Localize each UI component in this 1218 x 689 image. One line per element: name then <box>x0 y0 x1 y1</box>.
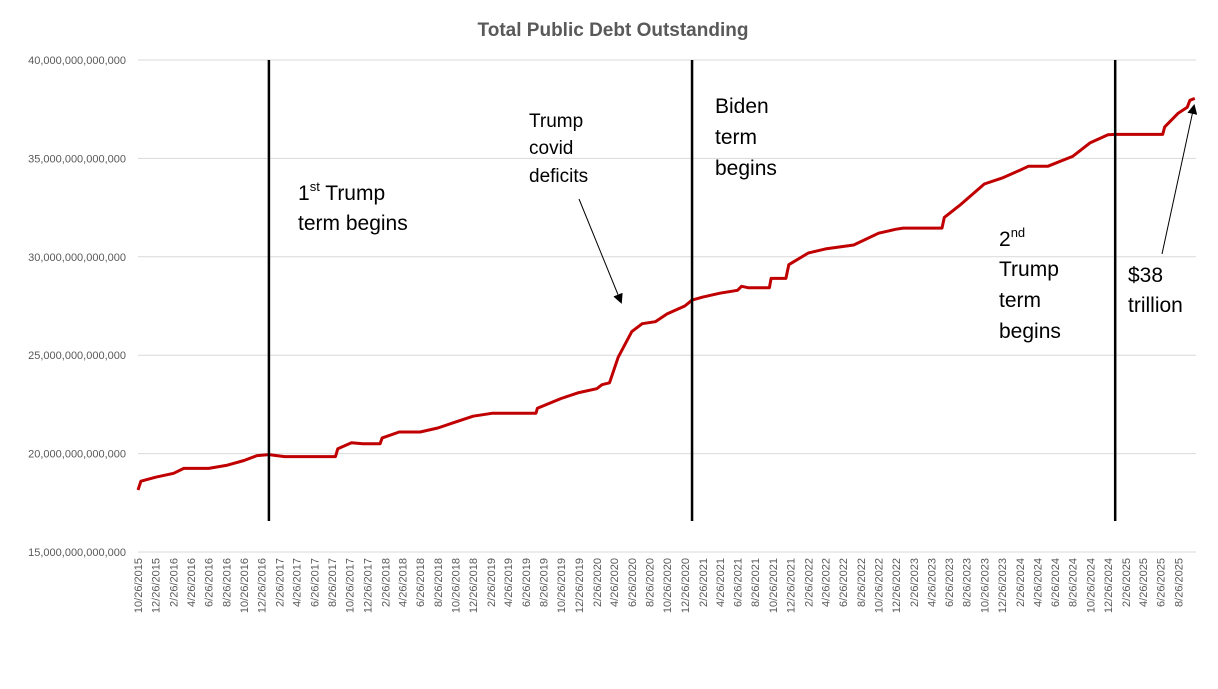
x-tick-label: 10/26/2021 <box>768 558 780 613</box>
x-tick-label: 6/26/2018 <box>415 558 427 607</box>
x-tick-label: 6/26/2021 <box>733 558 745 607</box>
annotation-second-trump-term: 2nd Trump term begins <box>999 219 1065 343</box>
x-tick-label: 6/26/2019 <box>521 558 533 607</box>
x-tick-label: 12/26/2021 <box>786 558 798 613</box>
x-tick-label: 4/26/2024 <box>1032 558 1044 607</box>
annotation-biden-term: Biden term begins <box>715 95 777 180</box>
x-tick-label: 8/26/2022 <box>856 558 868 607</box>
x-tick-label: 6/26/2016 <box>204 558 216 607</box>
x-tick-label: 2/26/2022 <box>803 558 815 607</box>
x-tick-label: 12/26/2023 <box>997 558 1009 613</box>
x-tick-label: 4/26/2016 <box>186 558 198 607</box>
x-tick-label: 12/26/2022 <box>891 558 903 613</box>
x-tick-label: 8/26/2020 <box>644 558 656 607</box>
x-tick-label: 2/26/2024 <box>1015 558 1027 607</box>
chart-title: Total Public Debt Outstanding <box>478 20 749 41</box>
x-tick-label: 2/26/2023 <box>909 558 921 607</box>
annotation-first-trump-term: 1st Trump term begins <box>298 179 408 235</box>
annotation-arrow-covid <box>578 198 623 304</box>
x-tick-label: 2/26/2021 <box>698 558 710 607</box>
x-tick-label: 2/26/2025 <box>1121 558 1133 607</box>
x-tick-label: 12/26/2024 <box>1103 558 1115 613</box>
x-tick-label: 2/26/2019 <box>486 558 498 607</box>
x-tick-label: 10/26/2019 <box>556 558 568 613</box>
x-tick-label: 4/26/2021 <box>715 558 727 607</box>
x-tick-label: 8/26/2017 <box>327 558 339 607</box>
x-tick-label: 2/26/2018 <box>380 558 392 607</box>
series-line-total-public-debt <box>136 97 1196 491</box>
x-tick-label: 12/26/2019 <box>574 558 586 613</box>
x-tick-label: 8/26/2021 <box>750 558 762 607</box>
x-tick-label: 12/26/2017 <box>362 558 374 613</box>
x-tick-label: 12/26/2016 <box>257 558 269 613</box>
x-tick-label: 12/26/2018 <box>468 558 480 613</box>
y-axis-tick-labels: 15,000,000,000,000 20,000,000,000,000 25,0… <box>28 55 126 559</box>
x-tick-label: 10/26/2017 <box>345 558 357 613</box>
x-tick-label: 4/26/2023 <box>926 558 938 607</box>
x-tick-label: 6/26/2023 <box>944 558 956 607</box>
x-tick-label: 10/26/2015 <box>133 558 145 613</box>
x-tick-label: 10/26/2023 <box>979 558 991 613</box>
x-tick-label: 2/26/2017 <box>275 558 287 607</box>
y-tick-label: 20,000,000,000,000 <box>28 449 126 461</box>
x-tick-label: 10/26/2018 <box>450 558 462 613</box>
x-tick-label: 8/26/2018 <box>433 558 445 607</box>
y-tick-label: 25,000,000,000,000 <box>28 350 126 362</box>
annotation-arrow-38-trillion <box>1161 104 1198 255</box>
x-axis-tick-labels: 10/26/2015 12/26/2015 2/26/2016 4/26/2016 6/… <box>133 558 1185 613</box>
x-tick-label: 8/26/2019 <box>538 558 550 607</box>
x-tick-label: 10/26/2024 <box>1085 558 1097 613</box>
x-tick-label: 4/26/2022 <box>821 558 833 607</box>
y-tick-label: 35,000,000,000,000 <box>28 153 126 165</box>
event-lines <box>267 60 1117 521</box>
gridlines <box>138 59 1196 553</box>
x-tick-label: 4/26/2025 <box>1138 558 1150 607</box>
x-tick-label: 4/26/2017 <box>292 558 304 607</box>
x-tick-label: 6/26/2024 <box>1050 558 1062 607</box>
x-tick-label: 6/26/2020 <box>627 558 639 607</box>
x-tick-label: 8/26/2016 <box>221 558 233 607</box>
x-tick-label: 2/26/2020 <box>592 558 604 607</box>
x-tick-label: 12/26/2015 <box>151 558 163 613</box>
x-tick-label: 6/26/2025 <box>1156 558 1168 607</box>
x-tick-label: 10/26/2020 <box>662 558 674 613</box>
annotation-38-trillion: $38 trillion <box>1128 264 1183 317</box>
y-tick-label: 40,000,000,000,000 <box>28 55 126 67</box>
x-tick-label: 4/26/2020 <box>609 558 621 607</box>
x-tick-label: 8/26/2023 <box>962 558 974 607</box>
x-tick-label: 6/26/2017 <box>309 558 321 607</box>
x-tick-label: 8/26/2024 <box>1068 558 1080 607</box>
annotation-trump-covid-deficits: Trump covid deficits <box>529 111 588 187</box>
x-tick-label: 4/26/2018 <box>397 558 409 607</box>
y-tick-label: 15,000,000,000,000 <box>28 547 126 559</box>
series-group <box>136 97 1196 491</box>
x-tick-label: 6/26/2022 <box>838 558 850 607</box>
x-tick-label: 10/26/2022 <box>874 558 886 613</box>
x-tick-label: 4/26/2019 <box>503 558 515 607</box>
x-tick-label: 12/26/2020 <box>680 558 692 613</box>
x-tick-label: 2/26/2016 <box>169 558 181 607</box>
y-tick-label: 30,000,000,000,000 <box>28 252 126 264</box>
x-tick-label: 10/26/2016 <box>239 558 251 613</box>
x-tick-label: 8/26/2025 <box>1173 558 1185 607</box>
